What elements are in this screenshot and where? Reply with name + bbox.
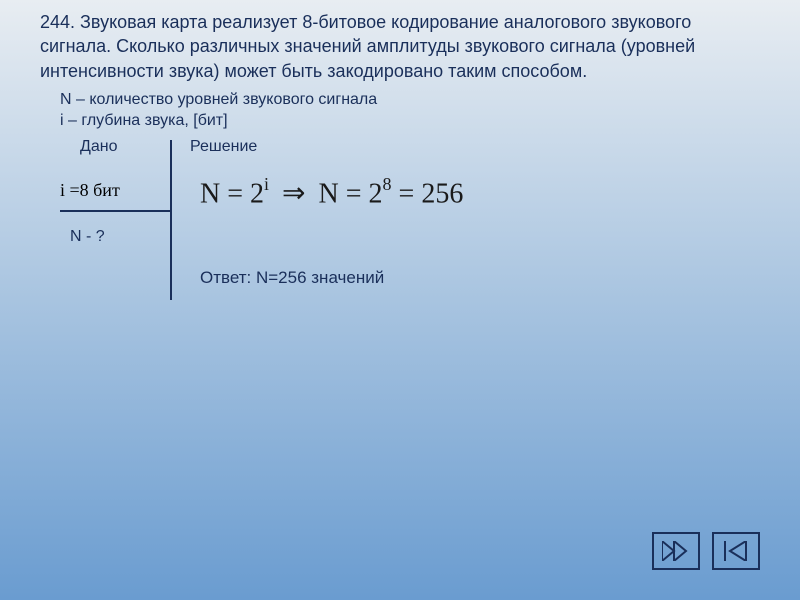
formula-eq1: = bbox=[220, 178, 250, 209]
solution-heading: Решение bbox=[190, 138, 270, 156]
formula-base2: 2 bbox=[369, 178, 383, 209]
definition-i: i – глубина звука, [бит] bbox=[60, 110, 800, 132]
next-button[interactable] bbox=[652, 532, 700, 570]
answer: Ответ: N=256 значений bbox=[200, 268, 384, 288]
given-value: i =8 бит bbox=[60, 180, 120, 201]
formula-base1: 2 bbox=[250, 178, 264, 209]
formula-exp-8: 8 bbox=[383, 174, 392, 194]
formula: N = 2i ⇒ N = 28 = 256 bbox=[200, 176, 463, 210]
formula-exp-i: i bbox=[264, 174, 269, 194]
definition-n: N – количество уровней звукового сигнала bbox=[60, 89, 800, 111]
skip-back-icon bbox=[722, 541, 750, 561]
play-forward-icon bbox=[662, 541, 690, 561]
formula-result: = 256 bbox=[392, 178, 464, 209]
horizontal-divider bbox=[60, 210, 170, 212]
formula-eq2: = bbox=[339, 178, 369, 209]
find-value: N - ? bbox=[70, 228, 105, 246]
definitions: N – количество уровней звукового сигнала… bbox=[60, 89, 800, 132]
formula-n: N bbox=[200, 178, 220, 209]
navigation bbox=[652, 532, 760, 570]
first-button[interactable] bbox=[712, 532, 760, 570]
vertical-divider bbox=[170, 140, 172, 300]
formula-n2: N bbox=[319, 178, 339, 209]
given-heading: Дано bbox=[80, 138, 117, 156]
formula-arrow: ⇒ bbox=[282, 178, 305, 209]
solution-area: Дано Решение i =8 бит N - ? N = 2i ⇒ N =… bbox=[60, 138, 800, 328]
problem-statement: 244. Звуковая карта реализует 8-битовое … bbox=[0, 0, 800, 83]
